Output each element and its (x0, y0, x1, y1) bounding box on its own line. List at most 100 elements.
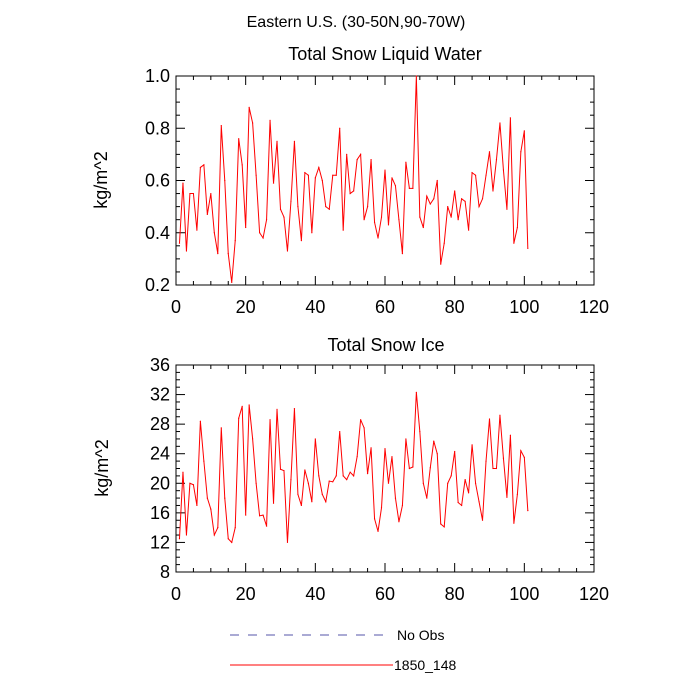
data-point (474, 482, 477, 484)
x-tick-label: 60 (375, 297, 395, 317)
data-point (265, 525, 268, 527)
data-point (335, 475, 337, 477)
data-point (415, 391, 417, 393)
data-point (255, 482, 257, 484)
data-point (189, 482, 191, 484)
x-tick-label: 100 (509, 584, 539, 604)
data-point (360, 153, 362, 155)
data-point (300, 239, 302, 242)
data-point (325, 206, 327, 208)
data-point (412, 466, 414, 468)
data-point (454, 450, 456, 453)
data-point (356, 456, 358, 458)
data-point (513, 242, 515, 244)
data-point (318, 475, 320, 477)
data-point (245, 514, 247, 516)
chart-panel-snow-ice: Total Snow Ice kg/m^2 0 20 40 60 80 100 120 8 12… (92, 335, 609, 604)
data-point (286, 541, 289, 544)
data-point (509, 434, 511, 436)
data-point (419, 430, 421, 433)
axis-ticks (175, 364, 595, 573)
data-point (349, 471, 351, 473)
data-point (436, 179, 438, 182)
axis-ticks (175, 75, 595, 286)
y-tick-label: 8 (160, 562, 170, 582)
y-tick-label: 36 (150, 355, 170, 375)
data-point (252, 438, 254, 440)
data-point (506, 496, 508, 498)
legend-item-no-obs: No Obs (230, 627, 444, 643)
data-point (405, 438, 407, 440)
data-point (279, 208, 282, 210)
data-point (241, 164, 243, 166)
data-point (485, 460, 487, 462)
x-tick-label: 20 (236, 297, 256, 317)
data-point (321, 493, 323, 495)
data-point (192, 484, 195, 486)
x-tick-label: 120 (579, 297, 609, 317)
y-tick-label: 20 (150, 473, 170, 493)
data-point (297, 493, 299, 495)
data-point (440, 523, 442, 525)
data-point (241, 405, 243, 407)
data-point (290, 478, 292, 481)
data-point (259, 515, 261, 517)
data-point (450, 475, 452, 477)
data-point (217, 527, 219, 529)
y-tick-label: 0.8 (145, 118, 170, 138)
data-point (262, 237, 264, 239)
data-point (269, 119, 271, 122)
data-point (325, 501, 327, 503)
data-point (520, 450, 522, 452)
data-point (304, 469, 306, 471)
figure-title: Eastern U.S. (30-50N,90-70W) (247, 14, 466, 31)
data-point (468, 229, 470, 231)
data-point (349, 192, 351, 195)
data-point (366, 206, 369, 208)
data-point (422, 226, 424, 229)
data-point (429, 203, 431, 205)
legend-label: No Obs (397, 627, 444, 643)
data-point (220, 427, 222, 429)
data-point (297, 206, 299, 208)
data-point (471, 172, 473, 174)
data-point (234, 239, 236, 242)
data-point (387, 224, 390, 226)
data-point (231, 541, 233, 544)
data-point (373, 221, 376, 223)
series-points (178, 75, 529, 283)
data-point (293, 140, 296, 142)
data-point (481, 519, 484, 521)
data-point (468, 492, 470, 494)
data-point (332, 481, 334, 483)
data-point (488, 418, 491, 420)
data-point (224, 497, 226, 499)
data-point (360, 419, 362, 421)
data-point (248, 404, 250, 406)
data-point (502, 169, 505, 171)
data-point (307, 174, 309, 176)
y-tick-label: 16 (150, 503, 170, 523)
data-point (443, 242, 445, 244)
data-point (220, 125, 222, 127)
data-point (245, 226, 247, 229)
data-point (485, 174, 487, 176)
data-point (203, 460, 205, 462)
data-point (464, 200, 466, 202)
data-point (293, 408, 296, 410)
data-point (426, 195, 428, 197)
data-point (269, 419, 271, 421)
data-point (502, 457, 505, 459)
data-point (342, 475, 344, 477)
data-point (422, 482, 424, 484)
data-point (192, 192, 195, 195)
data-point (189, 192, 191, 195)
data-point (377, 530, 379, 532)
data-point (499, 414, 501, 416)
data-point (471, 444, 473, 446)
x-tick-label: 40 (305, 297, 325, 317)
data-point (384, 169, 386, 171)
data-point (276, 140, 278, 142)
data-point (447, 206, 449, 208)
